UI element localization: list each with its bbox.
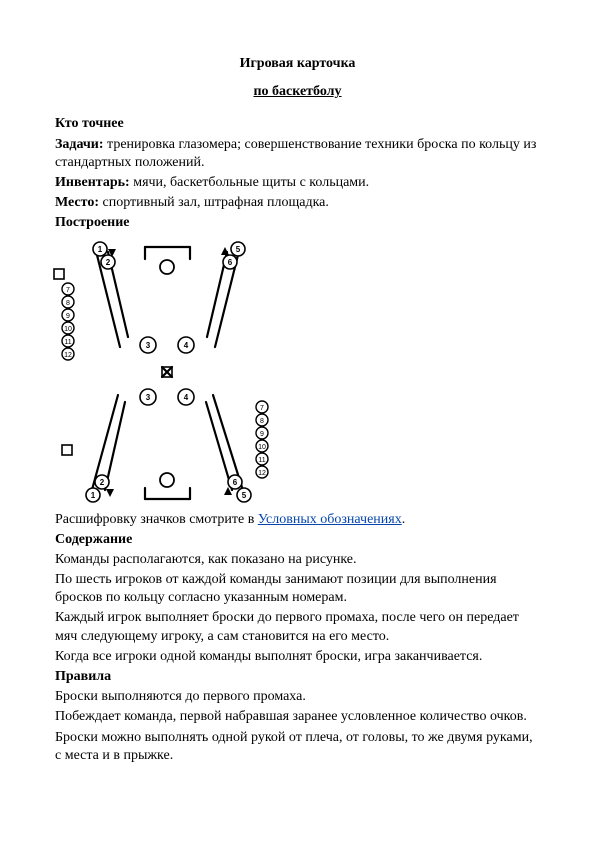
svg-text:12: 12: [258, 470, 266, 477]
svg-text:3: 3: [146, 393, 151, 402]
formation-diagram: 341256789101112341256789101112: [40, 237, 540, 507]
svg-text:7: 7: [260, 405, 264, 412]
svg-text:10: 10: [258, 444, 266, 451]
tasks-line: Задачи: тренировка глазомера; совершенст…: [55, 136, 540, 172]
page-subtitle: по баскетболу: [55, 83, 540, 101]
section-heading: Кто точнее: [55, 115, 540, 133]
content-p1: Команды располагаются, как показано на р…: [55, 551, 540, 569]
place-line: Место: спортивный зал, штрафная площадка…: [55, 194, 540, 212]
content-p3: Каждый игрок выполняет броски до первого…: [55, 609, 540, 645]
place-text: спортивный зал, штрафная площадка.: [99, 195, 329, 210]
inventory-line: Инвентарь: мячи, баскетбольные щиты с ко…: [55, 174, 540, 192]
rules-p3: Броски можно выполнять одной рукой от пл…: [55, 729, 540, 765]
svg-text:9: 9: [66, 313, 70, 320]
svg-text:12: 12: [64, 352, 72, 359]
svg-text:5: 5: [242, 491, 247, 500]
rules-label: Правила: [55, 668, 540, 686]
rules-p1: Броски выполняются до первого промаха.: [55, 688, 540, 706]
legend-prefix: Расшифровку значков смотрите в: [55, 512, 258, 527]
svg-text:1: 1: [98, 245, 103, 254]
content-p4: Когда все игроки одной команды выполнят …: [55, 648, 540, 666]
svg-text:6: 6: [233, 478, 238, 487]
svg-text:11: 11: [258, 457, 265, 464]
svg-text:4: 4: [184, 393, 189, 402]
svg-text:1: 1: [91, 491, 96, 500]
svg-text:10: 10: [64, 326, 72, 333]
svg-text:2: 2: [100, 478, 105, 487]
inventory-text: мячи, баскетбольные щиты с кольцами.: [130, 175, 369, 190]
svg-text:8: 8: [260, 418, 264, 425]
svg-text:6: 6: [228, 258, 233, 267]
svg-text:2: 2: [106, 258, 111, 267]
place-label: Место:: [55, 195, 99, 210]
tasks-text: тренировка глазомера; совершенствование …: [55, 137, 536, 170]
legend-line: Расшифровку значков смотрите в Условных …: [55, 511, 540, 529]
content-p2: По шесть игроков от каждой команды заним…: [55, 571, 540, 607]
svg-text:4: 4: [184, 341, 189, 350]
svg-text:9: 9: [260, 431, 264, 438]
formation-label: Построение: [55, 214, 540, 232]
svg-text:11: 11: [64, 339, 71, 346]
legend-suffix: .: [402, 512, 406, 527]
inventory-label: Инвентарь:: [55, 175, 130, 190]
svg-text:8: 8: [66, 300, 70, 307]
svg-text:7: 7: [66, 287, 70, 294]
tasks-label: Задачи:: [55, 137, 104, 152]
content-label: Содержание: [55, 531, 540, 549]
svg-text:5: 5: [236, 245, 241, 254]
svg-text:3: 3: [146, 341, 151, 350]
legend-link[interactable]: Условных обозначениях: [258, 512, 402, 527]
page-title: Игровая карточка: [55, 55, 540, 73]
document-page: Игровая карточка по баскетболу Кто точне…: [0, 0, 595, 842]
rules-p2: Побеждает команда, первой набравшая зара…: [55, 708, 540, 726]
